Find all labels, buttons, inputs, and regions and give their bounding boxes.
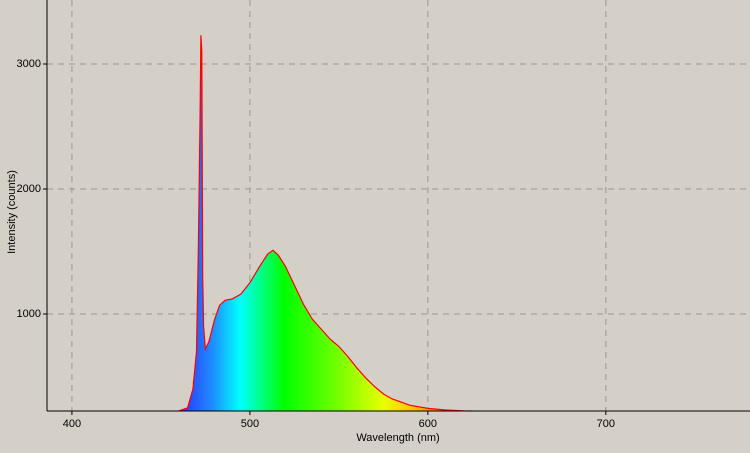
spectrum-line xyxy=(178,35,473,412)
area-fill xyxy=(178,35,473,412)
x-tick-label: 700 xyxy=(597,418,615,430)
y-tick-label: 2000 xyxy=(17,183,41,195)
y-tick-label: 1000 xyxy=(17,308,41,320)
y-axis-label: Intensity (counts) xyxy=(6,170,18,254)
x-tick-label: 500 xyxy=(241,418,259,430)
y-tick-label: 3000 xyxy=(17,58,41,70)
x-tick-label: 600 xyxy=(419,418,437,430)
x-tick-label: 400 xyxy=(63,418,81,430)
x-axis-label: Wavelength (nm) xyxy=(356,432,439,444)
